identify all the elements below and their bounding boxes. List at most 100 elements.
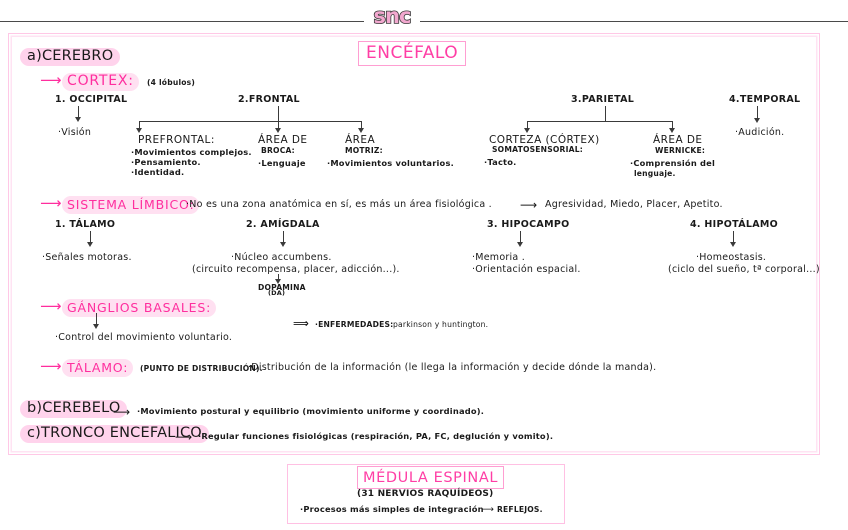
header-divider [0,21,848,22]
wernicke-title: ÁREA DE [653,134,703,146]
limbico-talamo-arrow-icon [86,242,93,247]
somatosensorial-title: CORTEZA (CÓRTEX) [489,134,600,146]
motriz-title: ÁREA [345,134,376,146]
enfermedades-label: ·ENFERMEDADES: [315,320,394,329]
broca-arrow-icon [274,128,281,133]
snc-logo-text: snc [373,3,412,28]
limbico-talamo-line [90,231,91,243]
talamo-arrow-icon: ⟶ [40,357,62,375]
lobe-frontal-title: 2.FRONTAL [238,94,300,105]
lobe-temporal-item: ·Audición. [735,127,785,138]
limbico-amigdala-item-2: (circuito recompensa, placer, adicción..… [192,264,400,275]
cortex-note: (4 lóbulos) [147,78,196,87]
limbico-hipotalamo-item-1: ·Homeostasis. [696,252,767,263]
limbico-talamo-title: 1. TÁLAMO [55,219,116,230]
ganglios-basales-item: ·Control del movimiento voluntario. [55,332,233,343]
talamo-text: ·Distribución de la información (le lleg… [248,362,657,373]
limbico-hipocampo-line [520,231,521,243]
cerebelo-arrow-icon: ⟶ [113,405,131,419]
tronco-text: ·Regular funciones fisiológicas (respira… [198,431,554,441]
limbico-hipotalamo-title: 4. HIPOTÁLAMO [690,219,778,230]
motriz-item-1: ·Movimientos voluntarios. [327,158,454,168]
lobe-occipital-title: 1. OCCIPITAL [55,94,128,105]
medula-reflejos-arrow-icon: ⟶ [481,505,494,515]
dopamina-abbrev: (DA) [268,289,286,297]
occipital-connector-line [78,106,79,118]
medula-line-1: (31 NERVIOS RAQUÍDEOS) [357,489,494,499]
section-tronco-label: c)TRONCO ENCEFALICO [20,425,209,443]
cerebelo-text: ·Movimiento postural y equilibrio (movim… [137,406,485,416]
parietal-branch-line [527,121,672,122]
prefrontal-item-2: ·Pensamiento. [131,157,201,167]
sistema-limbico-description: ·No es una zona anatómica en sí, es más … [186,199,492,210]
parietal-stem-line [605,106,606,121]
dopamina-arrow-icon [274,279,281,284]
limbico-hipocampo-item-1: ·Memoria . [472,252,526,263]
frontal-branch-2-line [278,121,279,129]
prefrontal-item-1: ·Movimientos complejos. [131,147,252,157]
frontal-branch-line [139,121,361,122]
limbico-hipocampo-arrow-icon [516,242,523,247]
ganglios-basales-down-arrow-icon [92,324,99,329]
cortex-arrow-icon: ⟶ [40,71,62,89]
prefrontal-arrow-icon [135,128,142,133]
broca-title-2: BROCA: [261,146,295,155]
lobe-parietal-title: 3.PARIETAL [571,94,635,105]
dopamina-label: DOPAMINA [258,283,306,292]
tronco-arrow-icon: ⟶ [175,430,193,444]
occipital-arrow-icon [74,117,81,122]
limbico-hipocampo-title: 3. HIPOCAMPO [487,219,570,230]
medula-espinal-title-text: MÉDULA ESPINAL [363,470,499,486]
limbico-amigdala-item-1: ·Núcleo accumbens. [231,252,332,263]
talamo-label: TÁLAMO: [62,359,134,377]
prefrontal-title: PREFRONTAL: [138,134,215,146]
wernicke-item-1: ·Comprensión del [630,158,716,168]
limbico-amigdala-title: 2. AMÍGDALA [246,219,320,230]
ganglios-basales-arrow-icon: ⟶ [40,297,62,315]
limbico-hipocampo-item-2: ·Orientación espacial. [472,264,581,275]
frontal-branch-3-line [361,121,362,129]
medula-line-2: ·Procesos más simples de integración [300,504,484,514]
snc-logo: snc [364,4,420,28]
prefrontal-item-3: ·Identidad. [131,167,185,177]
ganglios-basales-label: GÁNGLIOS BASALES: [62,299,217,317]
somatosensorial-arrow-icon [523,128,530,133]
medula-line-2-end: REFLEJOS. [497,505,543,514]
broca-item-1: ·Lenguaje [258,158,306,168]
frontal-branch-1-line [139,121,140,129]
lobe-temporal-title: 4.TEMPORAL [729,94,801,105]
wernicke-arrow-icon [668,128,675,133]
sistema-limbico-label: SISTEMA LÍMBICO: [62,196,200,214]
somatosensorial-item-1: ·Tacto. [484,157,517,167]
sistema-limbico-result-arrow-icon: ⟶ [520,198,538,212]
limbico-hipotalamo-arrow-icon [729,242,736,247]
cortex-label: CORTEX: [62,73,139,91]
talamo-note: (PUNTO DE DISTRIBUCIÓN). [140,364,263,373]
encefalo-panel [8,33,820,455]
limbico-talamo-item: ·Señales motoras. [42,252,132,263]
dopamina-line [278,274,279,281]
broca-title: ÁREA DE [258,134,308,146]
limbico-amigdala-arrow-icon [279,242,286,247]
section-cerebro-label: a)CEREBRO [20,48,121,66]
parietal-branch-1-line [527,121,528,129]
enfermedades-arrow-icon: ⟹ [293,317,309,330]
temporal-arrow-icon [753,118,760,123]
sistema-limbico-arrow-icon: ⟶ [40,194,62,212]
wernicke-item-2: lenguaje. [634,169,676,178]
enfermedades-text: parkinson y huntington. [393,320,489,329]
sistema-limbico-result: Agresividad, Miedo, Placer, Apetito. [545,199,723,210]
ganglios-basales-line [96,313,97,325]
temporal-connector-line [757,106,758,119]
encefalo-title-box: ENCÉFALO [358,41,467,66]
parietal-branch-2-line [672,121,673,129]
frontal-stem-line [278,106,279,121]
wernicke-title-2: WERNICKE: [655,146,706,155]
limbico-hipotalamo-item-2: (ciclo del sueño, tª corporal...) [668,264,820,275]
medula-espinal-title-box: MÉDULA ESPINAL [357,466,505,489]
area-motriz-arrow-icon [357,128,364,133]
lobe-occipital-item: ·Visión [58,127,92,138]
limbico-amigdala-line [283,231,284,243]
somatosensorial-title-2: SOMATOSENSORIAL: [492,145,583,154]
limbico-hipotalamo-line [733,231,734,243]
